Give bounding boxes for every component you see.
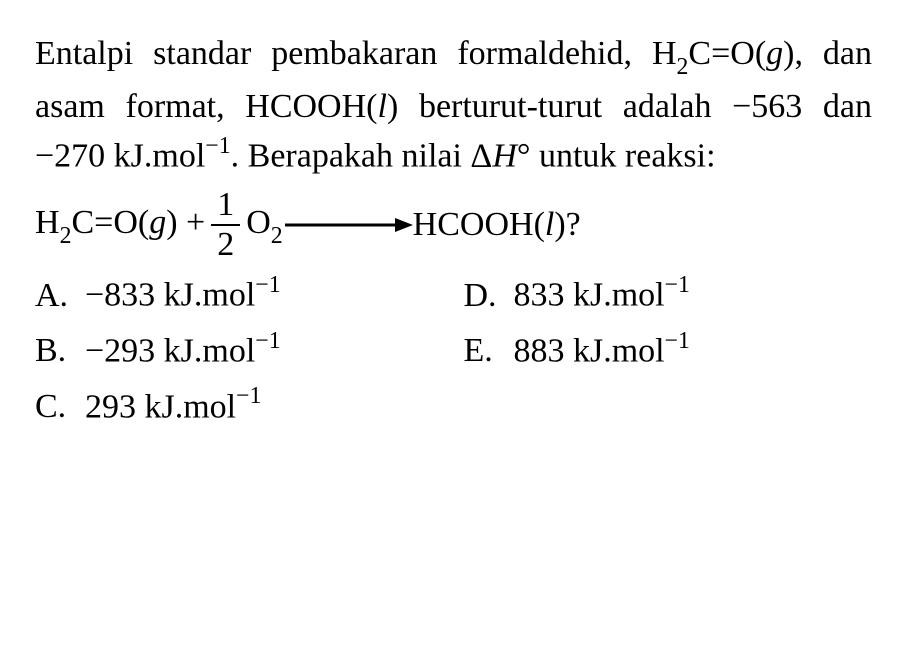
italic-g: g — [149, 204, 166, 241]
option-value: −833 kJ.mol−1 — [85, 270, 281, 320]
subscript: 2 — [271, 223, 283, 249]
option-letter: A. — [35, 272, 85, 320]
italic-g: g — [766, 35, 783, 72]
eq-o2: O2 — [246, 199, 282, 252]
text: −833 kJ.mol — [85, 277, 255, 314]
subscript: 2 — [60, 223, 72, 249]
answer-options: A. −833 kJ.mol−1 D. 833 kJ.mol−1 B. −293… — [35, 270, 872, 431]
text: C=O( — [71, 204, 149, 241]
degree: ° — [517, 137, 531, 174]
text: . Berapakah nilai Δ — [231, 137, 493, 174]
option-value: 883 kJ.mol−1 — [514, 326, 690, 376]
superscript: −1 — [255, 272, 280, 298]
text: C=O( — [688, 35, 766, 72]
eq-rhs: HCOOH(l)? — [413, 201, 581, 249]
option-c: C. 293 kJ.mol−1 — [35, 382, 872, 432]
option-b: B. −293 kJ.mol−1 — [35, 326, 444, 376]
superscript: −1 — [236, 383, 261, 409]
subscript: 2 — [677, 54, 689, 80]
italic-H: H — [492, 137, 517, 174]
text: Entalpi standar pembakaran formaldehid, … — [35, 35, 677, 72]
text: )? — [554, 206, 580, 243]
text: H — [35, 204, 60, 241]
superscript: −1 — [665, 328, 690, 354]
option-value: 833 kJ.mol−1 — [514, 270, 690, 320]
option-value: −293 kJ.mol−1 — [85, 326, 281, 376]
superscript: −1 — [665, 272, 690, 298]
option-a: A. −833 kJ.mol−1 — [35, 270, 444, 320]
reaction-equation: H2C=O(g) + 1 2 O2 HCOOH(l)? — [35, 188, 872, 262]
numerator: 1 — [211, 188, 240, 226]
option-letter: E. — [464, 327, 514, 375]
eq-lhs: H2C=O(g) + — [35, 199, 205, 252]
text: 293 kJ.mol — [85, 388, 236, 425]
italic-l: l — [545, 206, 554, 243]
text: ) + — [166, 204, 205, 241]
question-body: Entalpi standar pembakaran formaldehid, … — [35, 30, 872, 180]
superscript: −1 — [205, 133, 230, 159]
text: HCOOH( — [413, 206, 545, 243]
reaction-arrow-icon — [283, 201, 413, 249]
denominator: 2 — [211, 226, 240, 262]
option-letter: C. — [35, 383, 85, 431]
italic-l: l — [378, 88, 387, 125]
fraction-half: 1 2 — [211, 188, 240, 262]
option-letter: B. — [35, 327, 85, 375]
text: ) — [387, 88, 398, 125]
option-d: D. 833 kJ.mol−1 — [464, 270, 873, 320]
text: 883 kJ.mol — [514, 332, 665, 369]
text: O — [246, 204, 271, 241]
option-e: E. 883 kJ.mol−1 — [464, 326, 873, 376]
superscript: −1 — [255, 328, 280, 354]
option-letter: D. — [464, 272, 514, 320]
text: −293 kJ.mol — [85, 332, 255, 369]
text: 833 kJ.mol — [514, 277, 665, 314]
text: untuk reaksi: — [530, 137, 715, 174]
option-value: 293 kJ.mol−1 — [85, 382, 261, 432]
